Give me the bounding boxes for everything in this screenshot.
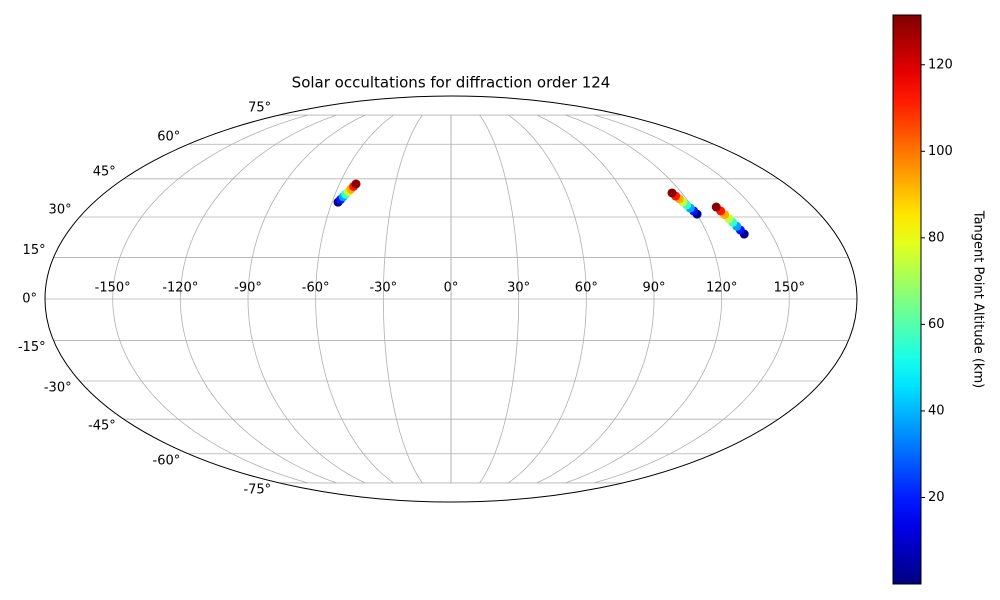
chart-title: Solar occultations for diffraction order… [292,74,611,92]
colorbar-tick-label: 120 [928,57,953,72]
grid-line [112,114,308,484]
x-tick-label: 30° [507,281,530,296]
grid-line [508,114,587,484]
x-tick-label: 120° [706,281,737,296]
colorbar-tick-label: 80 [928,230,945,245]
x-tick-label: 60° [575,281,598,296]
x-tick-label: -120° [162,281,198,296]
y-tick-label: 75° [248,101,271,116]
colorbar-label: Tangent Point Altitude (km) [971,210,986,388]
y-tick-label: 45° [93,164,116,179]
colorbar-tick-label: 20 [928,490,945,505]
colorbar [892,14,922,585]
x-tick-label: 150° [774,281,805,296]
grid-line [479,114,520,484]
grid-line [565,114,723,484]
grid-line [247,114,366,484]
y-tick-label: -75° [243,482,271,497]
grid-line [179,114,337,484]
y-tick-label: 15° [23,243,46,258]
grid-line [315,114,394,484]
x-tick-label: -30° [369,281,397,296]
colorbar-tick-label: 40 [928,403,945,418]
y-tick-label: 0° [22,292,37,307]
x-tick-label: -90° [234,281,262,296]
y-tick-label: -15° [18,340,46,355]
y-tick-label: 30° [49,202,72,217]
x-tick-label: 90° [642,281,665,296]
occultation-point [351,179,361,189]
y-tick-label: -30° [44,381,72,396]
map-boundary [44,95,858,503]
colorbar-tick-label: 60 [928,317,945,332]
y-tick-label: 60° [157,130,180,145]
grid-line [382,114,423,484]
y-tick-label: -45° [88,419,116,434]
grid-line [594,114,790,484]
occultation-point [711,202,721,212]
x-tick-label: -150° [95,281,131,296]
occultation-point [667,188,677,198]
colorbar-tick-label: 100 [928,144,953,159]
y-tick-label: -60° [153,453,181,468]
x-tick-label: -60° [302,281,330,296]
grid-line [536,114,655,484]
